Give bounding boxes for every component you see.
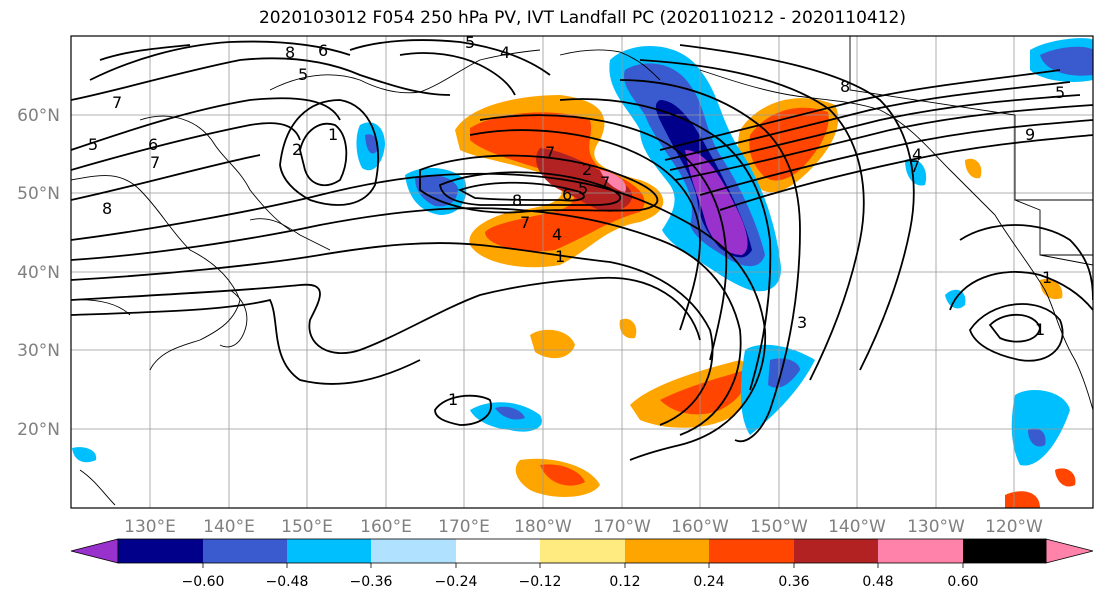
colorbar-segment: [878, 539, 963, 563]
colorbar-segment: [709, 539, 794, 563]
lon-label: 160°W: [671, 517, 729, 537]
contour-label: 2: [292, 140, 302, 159]
contour-label: 7: [520, 213, 530, 232]
contour-label: 7: [150, 153, 160, 172]
contour-label: 5: [578, 179, 588, 198]
contour-label: 8: [285, 43, 295, 62]
positive-anomaly-patch: [619, 318, 637, 339]
coastlines: [71, 36, 1093, 506]
contour-label: 1: [328, 125, 338, 144]
ivt-contours: [71, 39, 1093, 461]
map-plot-area: 8 6 5 4 5 7 5 6 7 8 2 1 7 2 7 8 6 5 7 4 …: [71, 33, 1093, 508]
contour-label: 7: [910, 157, 920, 176]
contour-label: 4: [912, 145, 922, 164]
colorbar-ticks: [202, 563, 964, 568]
lat-label-30n: 30°N: [17, 341, 60, 361]
contour-label: 4: [552, 225, 562, 244]
positive-anomaly-patch: [965, 158, 982, 179]
lat-label-60n: 60°N: [17, 106, 60, 126]
lat-label-40n: 40°N: [17, 263, 60, 283]
colorbar-segment: [794, 539, 878, 563]
contour-label: 1: [1035, 320, 1045, 339]
contour-label: 4: [500, 43, 510, 62]
map-title: 2020103012 F054 250 hPa PV, IVT Landfall…: [258, 8, 906, 28]
colorbar-tick-label: −0.12: [519, 574, 562, 590]
colorbar-tick-label: −0.48: [266, 574, 309, 590]
colorbar-tick-label: 0.12: [609, 574, 640, 590]
latitude-labels: 60°N 50°N 40°N 30°N 20°N: [17, 106, 60, 440]
colorbar-tick-label: 0.48: [862, 574, 893, 590]
colorbar-tick-label: 0.60: [947, 574, 978, 590]
negative-anomaly-core: [365, 134, 379, 154]
positive-anomaly-patch: [1055, 468, 1076, 487]
negative-anomaly-patch: [1011, 390, 1070, 466]
contour-label: 8: [102, 199, 112, 218]
positive-anomaly-core: [540, 464, 585, 486]
lon-label: 170°E: [438, 517, 490, 537]
contour-labels: 8 6 5 4 5 7 5 6 7 8 2 1 7 2 7 8 6 5 7 4 …: [88, 33, 1065, 409]
lon-label: 150°E: [281, 517, 333, 537]
colorbar-tick-label: −0.60: [182, 574, 225, 590]
lon-label: 130°E: [124, 517, 176, 537]
contour-label: 6: [148, 135, 158, 154]
lon-label: 130°W: [907, 517, 965, 537]
contour-label: 9: [1025, 125, 1035, 144]
colorbar-tick-label: 0.24: [693, 574, 724, 590]
colorbar-tick-label: −0.24: [435, 574, 478, 590]
contour-label: 5: [1055, 83, 1065, 102]
negative-anomaly-core: [768, 358, 800, 388]
lon-label: 140°E: [203, 517, 255, 537]
colorbar-segment: [963, 539, 1046, 563]
contour-label: 1: [1042, 268, 1052, 287]
colorbar-segment: [118, 539, 203, 563]
contour-label: 7: [545, 143, 555, 162]
lon-label: 170°W: [593, 517, 651, 537]
contour-label: 3: [797, 313, 807, 332]
lon-label: 160°E: [360, 517, 412, 537]
contour-label: 5: [465, 33, 475, 52]
lon-label: 150°W: [750, 517, 808, 537]
lat-label-20n: 20°N: [17, 420, 60, 440]
lon-label: 120°W: [985, 517, 1043, 537]
colorbar-extend-low: [70, 538, 119, 564]
negative-anomaly-core: [1040, 46, 1093, 76]
positive-anomaly-core: [470, 112, 645, 252]
negative-anomaly-core: [1028, 428, 1046, 447]
positive-anomaly-peak: [600, 170, 626, 192]
colorbar-segment: [203, 539, 287, 563]
colorbar: −0.60 −0.48 −0.36 −0.24 −0.12 0.12 0.24 …: [70, 538, 1094, 590]
colorbar-tick-label: 0.36: [778, 574, 809, 590]
contour-label: 5: [298, 65, 308, 84]
positive-anomaly-patch: [530, 329, 575, 359]
colorbar-extend-high: [1045, 538, 1094, 564]
contour-label: 7: [600, 173, 610, 192]
contour-label: 1: [555, 247, 565, 266]
contour-label: 8: [512, 191, 522, 210]
lon-label: 180°W: [514, 517, 572, 537]
lon-label: 140°W: [828, 517, 886, 537]
colorbar-tick-label: −0.36: [350, 574, 393, 590]
colorbar-segment: [625, 539, 709, 563]
negative-anomaly-core: [495, 406, 525, 420]
contour-label: 5: [88, 135, 98, 154]
contour-label: 8: [840, 77, 850, 96]
negative-anomaly-patch: [905, 158, 927, 186]
colorbar-segment: [371, 539, 456, 563]
contour-label: 6: [562, 185, 572, 204]
positive-anomaly-patch: [1040, 278, 1063, 300]
contour-label: 6: [318, 41, 328, 60]
contour-label: 1: [448, 390, 458, 409]
lat-label-50n: 50°N: [17, 184, 60, 204]
map-frame: [70, 35, 1094, 509]
contour-label: 7: [112, 93, 122, 112]
negative-anomaly-patch: [72, 447, 97, 463]
longitude-labels: 130°E 140°E 150°E 160°E 170°E 180°W 170°…: [124, 517, 1043, 537]
contour-label: 2: [582, 160, 592, 179]
positive-anomaly-core: [660, 370, 747, 415]
colorbar-segment: [540, 539, 625, 563]
colorbar-segment: [456, 539, 540, 563]
colorbar-segment: [287, 539, 371, 563]
